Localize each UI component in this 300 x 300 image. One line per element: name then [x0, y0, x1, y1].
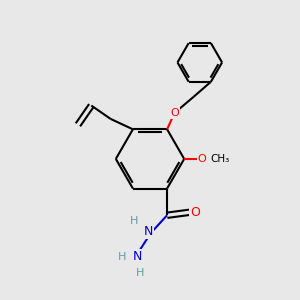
Text: N: N — [133, 250, 142, 263]
Text: O: O — [190, 206, 200, 219]
Text: H: H — [118, 252, 127, 262]
Text: O: O — [170, 108, 179, 118]
Text: O: O — [198, 154, 206, 164]
Text: CH₃: CH₃ — [210, 154, 230, 164]
Text: H: H — [130, 216, 139, 226]
Text: H: H — [136, 268, 145, 278]
Text: N: N — [144, 225, 153, 238]
